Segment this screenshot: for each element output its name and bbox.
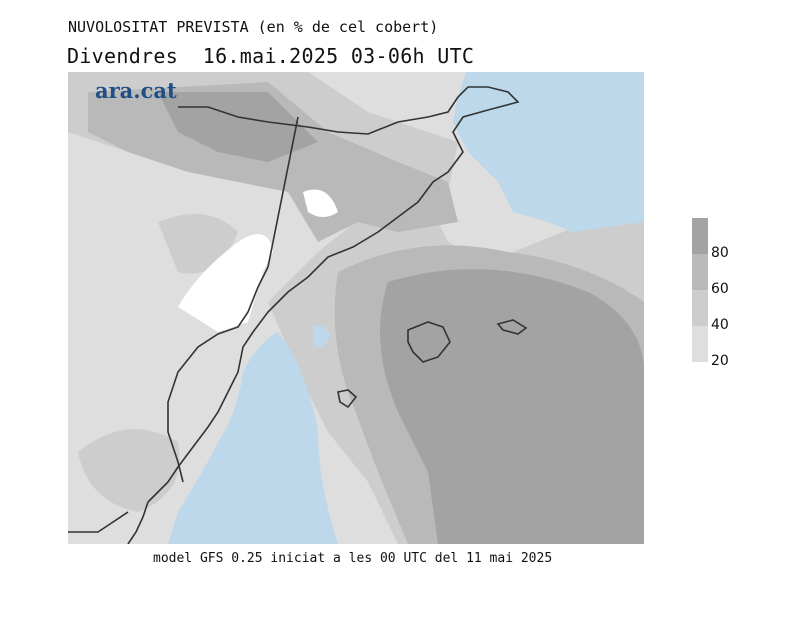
legend-band-80 bbox=[692, 218, 708, 254]
cloud-layer-80 bbox=[158, 92, 318, 162]
cloud-cover-map bbox=[68, 72, 644, 544]
ara-cat-logo: ara.cat bbox=[95, 78, 177, 103]
map-title: NUVOLOSITAT PREVISTA (en % de cel cobert… bbox=[68, 18, 439, 36]
legend-label-40: 40 bbox=[711, 317, 729, 333]
legend-band-60 bbox=[692, 254, 708, 290]
legend-band-20 bbox=[692, 326, 708, 362]
coastline bbox=[68, 86, 528, 544]
legend-label-60: 60 bbox=[711, 281, 729, 297]
sea-south bbox=[168, 332, 338, 544]
sea-north bbox=[453, 72, 644, 232]
model-info: model GFS 0.25 iniciat a les 00 UTC del … bbox=[153, 551, 553, 566]
cloud-cover-legend bbox=[692, 218, 708, 362]
legend-band-40 bbox=[692, 290, 708, 326]
legend-label-80: 80 bbox=[711, 245, 729, 261]
legend-label-20: 20 bbox=[711, 353, 729, 369]
forecast-period: Divendres 16.mai.2025 03-06h UTC bbox=[67, 44, 475, 68]
